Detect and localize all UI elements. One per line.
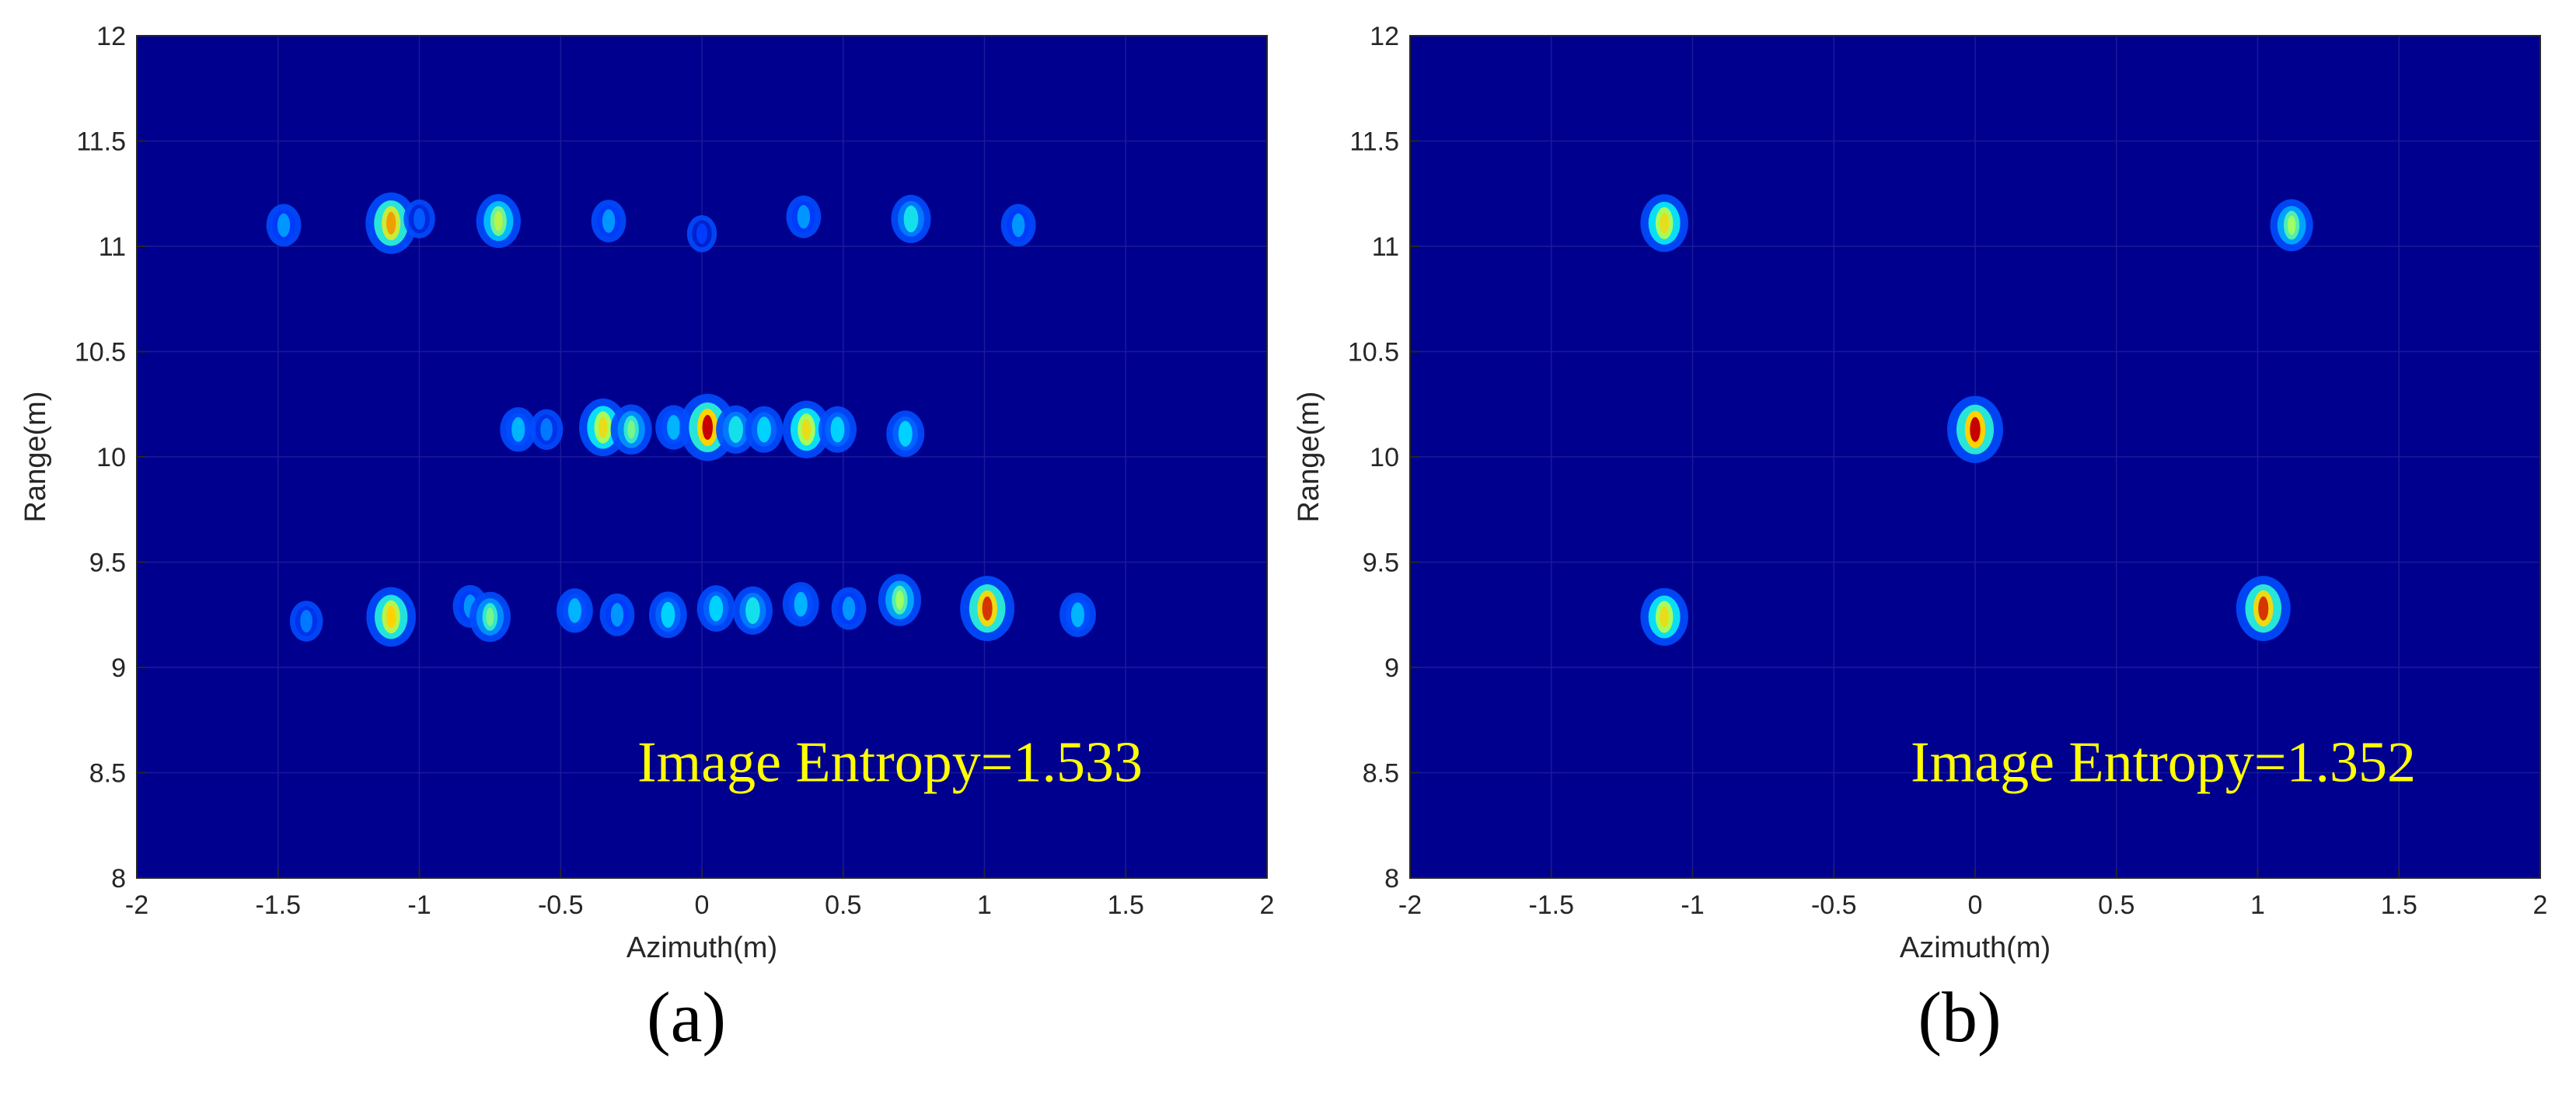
data-point-peak	[982, 596, 993, 621]
data-points	[1640, 194, 2313, 646]
data-point-core	[842, 596, 856, 621]
y-tick-label: 10	[1370, 443, 1399, 472]
y-tick-label: 9.5	[89, 549, 126, 578]
data-point-core	[277, 213, 291, 238]
data-point-peak	[627, 420, 636, 439]
x-axis-title: Azimuth(m)	[627, 932, 777, 964]
data-point-core	[696, 223, 708, 244]
y-tick-label: 10	[96, 443, 126, 472]
data-point-peak	[386, 605, 396, 629]
y-axis-title: Range(m)	[19, 392, 52, 523]
x-tick-label: 1	[977, 890, 992, 920]
entropy-annotation: Image Entropy=1.352	[1911, 730, 2416, 794]
data-point-core	[1011, 213, 1025, 238]
y-tick-label: 11.5	[1349, 127, 1399, 157]
x-tick-label: -1.5	[255, 890, 301, 920]
data-point-core	[567, 598, 582, 623]
y-tick-label: 10.5	[1348, 338, 1399, 368]
data-point-core	[602, 209, 616, 233]
data-point-core	[300, 609, 312, 632]
x-tick-label: 0	[695, 890, 710, 920]
panel-label: (b)	[1918, 977, 2001, 1057]
data-point-core	[797, 204, 811, 229]
data-point-peak	[895, 590, 904, 610]
data-point-peak	[801, 419, 812, 441]
y-tick-label: 10.5	[75, 338, 126, 368]
data-point-core	[903, 205, 919, 233]
y-tick-label: 9	[1384, 653, 1399, 683]
data-point-core	[794, 591, 808, 617]
data-points	[266, 192, 1096, 647]
data-point-core	[1070, 602, 1085, 628]
x-tick-label: 0	[1968, 890, 1983, 920]
data-point-peak	[1970, 416, 1981, 442]
x-tick-label: -2	[1398, 890, 1422, 920]
data-point-peak	[386, 211, 396, 235]
x-tick-label: 2	[1260, 890, 1275, 920]
data-point-peak	[702, 415, 713, 441]
data-point-core	[667, 415, 681, 440]
x-tick-label: -1	[407, 890, 431, 920]
data-point-core	[661, 601, 675, 628]
x-tick-label: 1.5	[1108, 890, 1144, 920]
entropy-annotation: Image Entropy=1.533	[637, 730, 1143, 794]
data-point-core	[709, 595, 724, 622]
data-point-core	[757, 416, 771, 443]
y-tick-label: 8	[1384, 864, 1399, 894]
y-tick-label: 9.5	[1363, 549, 1399, 578]
x-tick-label: 1	[2250, 890, 2265, 920]
panel-b: -2 -1.5 -1 -0.5 0 0.5 1 1.5 288.599.51010.51111.…	[1293, 22, 2547, 1057]
data-point-core	[610, 603, 624, 627]
y-tick-label: 9	[111, 653, 126, 683]
x-tick-label: 1.5	[2381, 890, 2417, 920]
x-tick-label: -0.5	[538, 890, 584, 920]
y-tick-label: 11	[99, 232, 126, 262]
y-axis-title: Range(m)	[1293, 392, 1325, 523]
x-axis-title: Azimuth(m)	[1900, 932, 2051, 964]
data-point-peak	[2258, 596, 2269, 621]
y-tick-label: 12	[1370, 22, 1399, 51]
data-point-core	[728, 416, 743, 444]
y-tick-label: 12	[96, 22, 126, 51]
x-tick-label: -1.5	[1528, 890, 1574, 920]
data-point-core	[414, 207, 425, 230]
data-point-core	[745, 597, 760, 625]
data-point-core	[898, 420, 913, 447]
y-tick-label: 11.5	[76, 127, 126, 157]
y-tick-label: 8.5	[1363, 759, 1399, 789]
data-point-peak	[599, 416, 608, 438]
y-tick-label: 8	[111, 864, 126, 894]
y-tick-label: 8.5	[89, 759, 126, 789]
x-tick-label: 0.5	[2098, 890, 2134, 920]
x-tick-label: -1	[1681, 890, 1704, 920]
panel-a: -2 -1.5 -1 -0.5 0 0.5 1 1.5 288.599.51010.51111.…	[19, 22, 1274, 1057]
x-tick-label: -0.5	[1811, 890, 1857, 920]
data-point-core	[830, 416, 845, 443]
data-point-peak	[1660, 606, 1669, 628]
data-point-peak	[494, 211, 503, 232]
x-tick-label: 0.5	[825, 890, 861, 920]
data-point-peak	[1660, 212, 1669, 234]
data-point-peak	[486, 608, 494, 626]
y-tick-label: 11	[1372, 232, 1399, 262]
data-point-peak	[2287, 215, 2296, 235]
data-point-core	[540, 418, 553, 441]
panel-label: (a)	[647, 977, 726, 1057]
data-point-core	[511, 416, 525, 442]
x-tick-label: -2	[125, 890, 148, 920]
x-tick-label: 2	[2533, 890, 2548, 920]
